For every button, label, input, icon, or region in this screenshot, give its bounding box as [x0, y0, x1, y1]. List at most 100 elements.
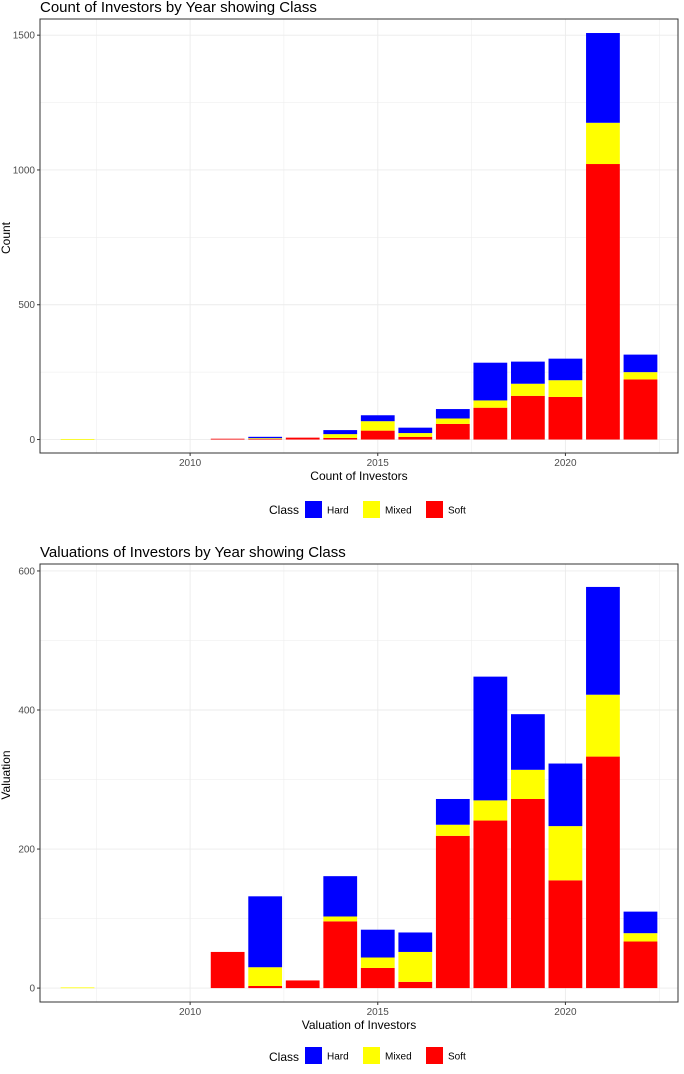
bar-mixed-2017: [435, 418, 470, 424]
bar-mixed-2012: [248, 967, 283, 987]
legend-key-soft: [426, 501, 443, 518]
bar-soft-2020: [548, 396, 583, 440]
bar-hard-2017: [435, 409, 470, 419]
valuation-chart-svg: Valuations of Investors by Year showing …: [0, 544, 679, 1064]
x-tick-label: 2010: [179, 458, 202, 469]
bar-soft-2019: [510, 395, 545, 440]
x-tick-label: 2015: [367, 458, 390, 469]
bar-soft-2022: [623, 941, 658, 989]
legend-title: Class: [269, 503, 299, 517]
y-tick-label: 200: [18, 845, 35, 856]
count-chart-svg: Count of Investors by Year showing Class…: [0, 0, 679, 518]
bar-mixed-2020: [548, 380, 583, 397]
bar-soft-2016: [398, 981, 433, 989]
bar-hard-2021: [586, 33, 620, 123]
y-tick-label: 600: [18, 566, 35, 577]
bar-soft-2018: [473, 407, 508, 440]
y-tick-label: 0: [29, 435, 35, 446]
y-tick-label: 1500: [13, 31, 36, 42]
bar-hard-2018: [473, 676, 508, 801]
legend-key-mixed: [363, 1047, 380, 1064]
bar-soft-2014: [323, 437, 358, 440]
bar-soft-2022: [623, 379, 658, 440]
bar-mixed-2014: [323, 916, 358, 922]
bar-soft-2014: [323, 921, 358, 989]
bar-soft-2011: [210, 438, 245, 440]
bar-soft-2019: [510, 798, 545, 989]
bar-soft-2012: [248, 438, 283, 440]
legend-label-soft: Soft: [448, 506, 466, 517]
panel-border: [39, 563, 679, 1003]
bar-soft-2018: [473, 820, 508, 989]
legend: Hard Mixed Soft: [305, 1047, 466, 1064]
legend-title: Class: [269, 1050, 299, 1064]
bars: [60, 33, 658, 440]
x-tick-label: 2015: [367, 1007, 390, 1018]
bar-mixed-2014: [323, 434, 358, 438]
bar-mixed-2021: [586, 694, 620, 757]
legend-label-mixed: Mixed: [385, 1052, 412, 1063]
bars: [60, 586, 658, 989]
chart-title: Count of Investors by Year showing Class: [40, 0, 317, 16]
bar-hard-2014: [323, 876, 358, 917]
legend-label-mixed: Mixed: [385, 506, 412, 517]
bar-hard-2020: [548, 358, 583, 381]
bar-mixed-2019: [510, 383, 545, 396]
bar-hard-2021: [586, 586, 620, 695]
valuation-chart: Valuations of Investors by Year showing …: [0, 535, 684, 1069]
bar-mixed-2016: [398, 951, 433, 982]
chart-title: Valuations of Investors by Year showing …: [40, 544, 346, 561]
x-axis-title: Valuation of Investors: [302, 1018, 417, 1032]
bar-mixed-2018: [473, 800, 508, 821]
y-tick-label: 1000: [13, 165, 36, 176]
bar-mixed-2019: [510, 769, 545, 799]
bar-soft-2012: [248, 986, 283, 989]
legend-label-hard: Hard: [327, 506, 349, 517]
bar-mixed-2022: [623, 372, 658, 380]
y-tick-label: 0: [29, 984, 35, 995]
count-chart: Count of Investors by Year showing Class…: [0, 0, 684, 530]
bar-hard-2014: [323, 430, 358, 435]
bar-hard-2016: [398, 932, 433, 952]
x-axis-title: Count of Investors: [310, 469, 407, 483]
bar-hard-2019: [510, 714, 545, 770]
bar-soft-2016: [398, 436, 433, 440]
legend-key-mixed: [363, 501, 380, 518]
legend-key-hard: [305, 501, 322, 518]
y-tick-label: 400: [18, 706, 35, 717]
y-tick-label: 500: [18, 300, 35, 311]
bar-soft-2013: [285, 980, 320, 989]
bar-hard-2012: [248, 896, 283, 968]
bar-hard-2019: [510, 361, 545, 384]
bar-mixed-2007: [60, 987, 95, 989]
bar-mixed-2020: [548, 826, 583, 881]
bar-mixed-2018: [473, 400, 508, 408]
bar-soft-2021: [586, 756, 620, 989]
bar-hard-2017: [435, 798, 470, 825]
bar-mixed-2021: [586, 122, 620, 165]
x-tick-label: 2020: [554, 458, 577, 469]
bar-hard-2020: [548, 763, 583, 827]
bar-soft-2011: [210, 951, 245, 989]
bar-hard-2015: [360, 415, 395, 422]
bar-hard-2018: [473, 362, 508, 401]
legend-label-soft: Soft: [448, 1052, 466, 1063]
bar-mixed-2015: [360, 957, 395, 968]
bar-soft-2015: [360, 430, 395, 440]
bar-mixed-2007: [60, 438, 95, 440]
legend: Hard Mixed Soft: [305, 501, 466, 518]
bar-soft-2021: [586, 164, 620, 440]
legend-key-soft: [426, 1047, 443, 1064]
bar-soft-2017: [435, 835, 470, 989]
bar-mixed-2022: [623, 933, 658, 942]
bar-soft-2013: [285, 437, 320, 440]
bar-soft-2017: [435, 423, 470, 440]
x-tick-label: 2010: [179, 1007, 202, 1018]
bar-soft-2015: [360, 967, 395, 989]
bar-hard-2016: [398, 427, 433, 434]
bar-hard-2022: [623, 354, 658, 373]
x-tick-label: 2020: [554, 1007, 577, 1018]
y-axis-title: Count: [0, 221, 13, 254]
bar-hard-2015: [360, 929, 395, 958]
bar-mixed-2016: [398, 433, 433, 437]
